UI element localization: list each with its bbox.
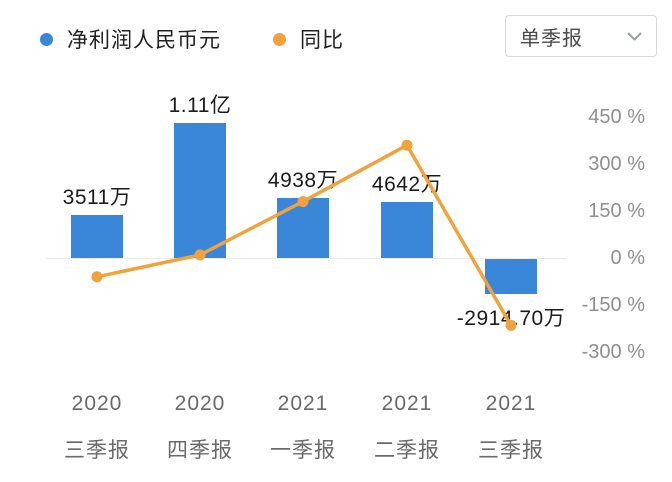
y2-tick-450: 450 % — [588, 106, 645, 128]
net-profit-series-dot-icon — [40, 32, 53, 46]
x-label-quarter-3: 二季报 — [374, 439, 440, 462]
bar-value-label-1: 1.11亿 — [168, 94, 232, 117]
yoy-series-dot-icon — [273, 32, 286, 46]
y2-tick-150: 150 % — [588, 200, 645, 222]
legend-label-net-profit: 净利润人民币元 — [67, 29, 221, 52]
y2-tick--150: -150 % — [581, 294, 645, 316]
yoy-point-marker-0 — [91, 271, 103, 283]
bar-value-label-0: 3511万 — [62, 186, 132, 209]
x-label-year-1: 2020 — [174, 392, 226, 415]
x-label-year-2: 2021 — [277, 392, 329, 415]
report-period-dropdown[interactable]: 单季报 — [505, 15, 657, 57]
bar-net-profit-2 — [277, 198, 329, 258]
dropdown-selected-value: 单季报 — [520, 27, 583, 50]
x-label-quarter-0: 三季报 — [64, 439, 130, 462]
x-label-quarter-4: 三季报 — [478, 439, 544, 462]
yoy-point-marker-3 — [401, 139, 413, 151]
legend-item-net-profit: 净利润人民币元 — [40, 24, 221, 54]
legend-label-yoy: 同比 — [300, 29, 344, 52]
bar-net-profit-3 — [381, 202, 433, 258]
legend: 净利润人民币元 同比 — [40, 24, 344, 54]
bar-value-label-3: 4642万 — [371, 173, 443, 196]
y2-tick-300: 300 % — [588, 153, 645, 175]
bar-net-profit-0 — [71, 215, 123, 258]
x-label-year-0: 2020 — [71, 392, 123, 415]
x-label-quarter-1: 四季报 — [167, 439, 233, 462]
legend-item-yoy: 同比 — [273, 24, 344, 54]
bar-net-profit-4 — [485, 259, 537, 294]
x-label-year-3: 2021 — [381, 392, 433, 415]
x-label-year-4: 2021 — [485, 392, 537, 415]
y2-tick-0: 0 % — [610, 247, 645, 269]
chevron-down-icon — [627, 32, 642, 41]
y2-tick--300: -300 % — [581, 341, 645, 363]
x-label-quarter-2: 一季报 — [270, 439, 336, 462]
